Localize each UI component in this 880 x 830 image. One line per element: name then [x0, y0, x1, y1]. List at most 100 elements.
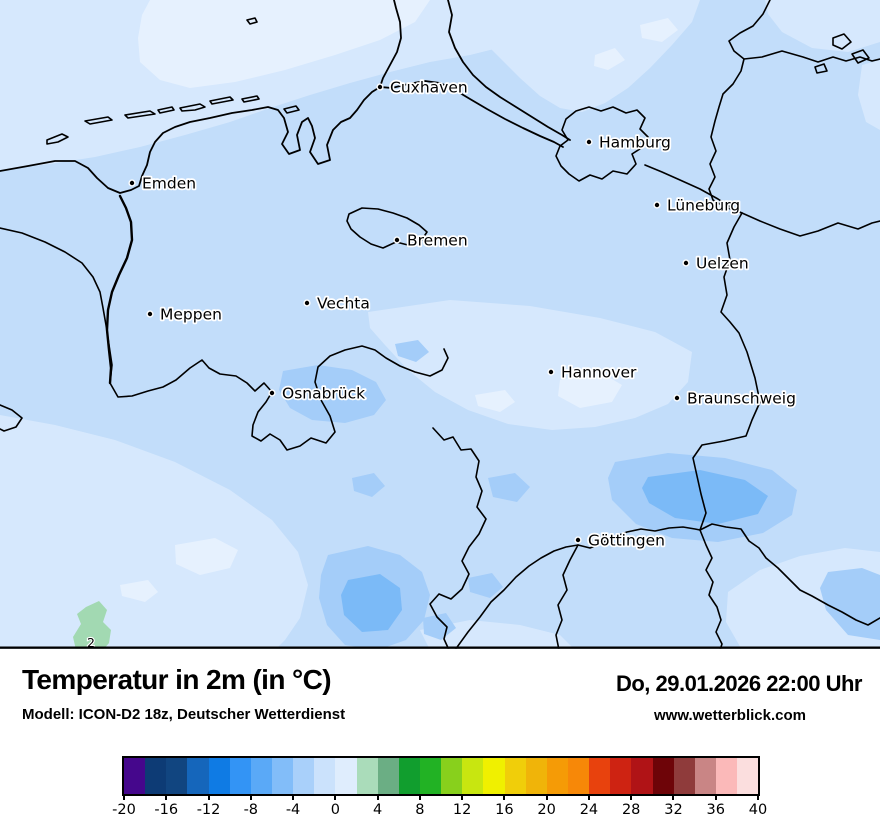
city-label: Meppen	[160, 306, 222, 324]
island-path	[179, 103, 206, 112]
city-goettingen: Göttingen	[574, 530, 667, 551]
website-label: www.wetterblick.com	[654, 707, 806, 724]
island-path	[209, 96, 234, 105]
lake-path	[851, 49, 870, 64]
city-dot	[268, 389, 276, 397]
city-hamburg: Hamburg	[585, 132, 673, 153]
city-label: Hamburg	[599, 134, 671, 152]
scale-cell	[715, 758, 738, 794]
city-label: Emden	[142, 175, 196, 193]
scale-cell	[525, 758, 547, 794]
scale-tick-label: 0	[330, 802, 340, 818]
temperature-cold-patches	[279, 340, 880, 650]
colorbar-ticks: -20 -16 -12 -8 -4 0 4 8 12 16 20 24 28 32 36 40	[112, 794, 767, 826]
city-label: Göttingen	[588, 532, 665, 550]
scale-tick-label: 12	[452, 802, 472, 818]
scale-tick	[249, 794, 252, 800]
scale-tick-label: 32	[664, 802, 683, 818]
weather-map: 2 Cuxhaven Hamburg Emden Lüneburg Bremen	[0, 0, 880, 650]
datetime-label: Do, 29.01.2026 22:00 Uhr	[615, 671, 863, 696]
elbe-south-bank	[379, 80, 564, 148]
city-label: Hannover	[561, 364, 637, 382]
left-border-squiggle	[0, 404, 23, 432]
scale-cell	[293, 758, 315, 794]
nrw-border-path	[109, 345, 449, 451]
city-label: Vechta	[317, 295, 370, 313]
scale-tick	[292, 794, 295, 800]
thuringia-border-stub	[555, 544, 579, 650]
scale-tick	[714, 794, 717, 800]
scale-tick	[545, 794, 548, 800]
hamburg-boundary	[555, 106, 649, 182]
footer-background-strip	[0, 648, 880, 650]
city-label: Braunschweig	[687, 390, 796, 408]
scale-cell	[271, 758, 294, 794]
city-label: Lüneburg	[667, 197, 740, 215]
scale-cell	[504, 758, 526, 794]
scale-cell	[166, 758, 188, 794]
map-bottom-border	[0, 646, 880, 649]
lake-path	[814, 63, 828, 74]
city-osnabrueck: Osnabrück	[268, 383, 367, 404]
city-vechta: Vechta	[303, 293, 372, 314]
model-info: Modell: ICON-D2 18z, Deutscher Wetterdie…	[22, 706, 346, 723]
scale-tick	[461, 794, 464, 800]
island-path	[283, 105, 300, 114]
scale-tick	[587, 794, 590, 800]
scale-tick	[334, 794, 337, 800]
city-dot	[673, 394, 681, 402]
scale-cell	[124, 758, 146, 794]
scale-cell	[673, 758, 695, 794]
scale-tick-label: 16	[495, 802, 514, 818]
city-dot	[146, 310, 154, 318]
island-path	[46, 133, 69, 145]
southeast-border-path	[699, 523, 880, 626]
page-title: Temperatur in 2m (in °C)	[22, 664, 332, 695]
scale-tick-label: -4	[285, 802, 301, 818]
city-dot	[547, 368, 555, 376]
scale-cell	[737, 758, 759, 794]
warm-green-patch	[73, 601, 111, 650]
city-dot	[682, 259, 690, 267]
west-border-path	[429, 427, 487, 650]
scale-cell	[398, 758, 420, 794]
scale-tick-label: 8	[415, 802, 425, 818]
scale-cell	[356, 758, 378, 794]
bremen-boundary	[346, 207, 428, 249]
scale-cell	[546, 758, 568, 794]
scale-tick-label: 40	[748, 802, 768, 818]
scale-cell	[250, 758, 272, 794]
scale-cell	[335, 758, 357, 794]
lake-path	[832, 33, 852, 50]
coastline-path	[0, 0, 402, 194]
contour-label: 2	[87, 635, 95, 650]
scale-cell	[567, 758, 590, 794]
island-path	[124, 110, 156, 119]
map-lines	[0, 0, 880, 650]
scale-tick	[503, 794, 506, 800]
scale-cell	[377, 758, 399, 794]
city-hannover: Hannover	[547, 362, 639, 383]
island-path	[84, 116, 113, 125]
city-dot	[574, 536, 582, 544]
scale-tick	[418, 794, 421, 800]
scale-cell	[483, 758, 505, 794]
temperature-light-patches	[0, 0, 880, 650]
city-meppen: Meppen	[146, 304, 224, 325]
scale-cell	[631, 758, 653, 794]
city-label: Osnabrück	[282, 385, 365, 403]
scale-tick	[630, 794, 633, 800]
scale-tick-label: -20	[112, 802, 136, 818]
scale-tick	[207, 794, 210, 800]
city-uelzen: Uelzen	[682, 253, 750, 274]
city-label: Cuxhaven	[390, 79, 468, 97]
city-cuxhaven: Cuxhaven	[376, 77, 469, 98]
scale-tick-label: -12	[196, 802, 221, 818]
city-lueneburg: Lüneburg	[653, 195, 742, 216]
city-dot	[303, 299, 311, 307]
city-dot	[393, 236, 401, 244]
scale-tick	[376, 794, 379, 800]
scale-cell	[145, 758, 167, 794]
city-emden: Emden	[128, 173, 198, 194]
